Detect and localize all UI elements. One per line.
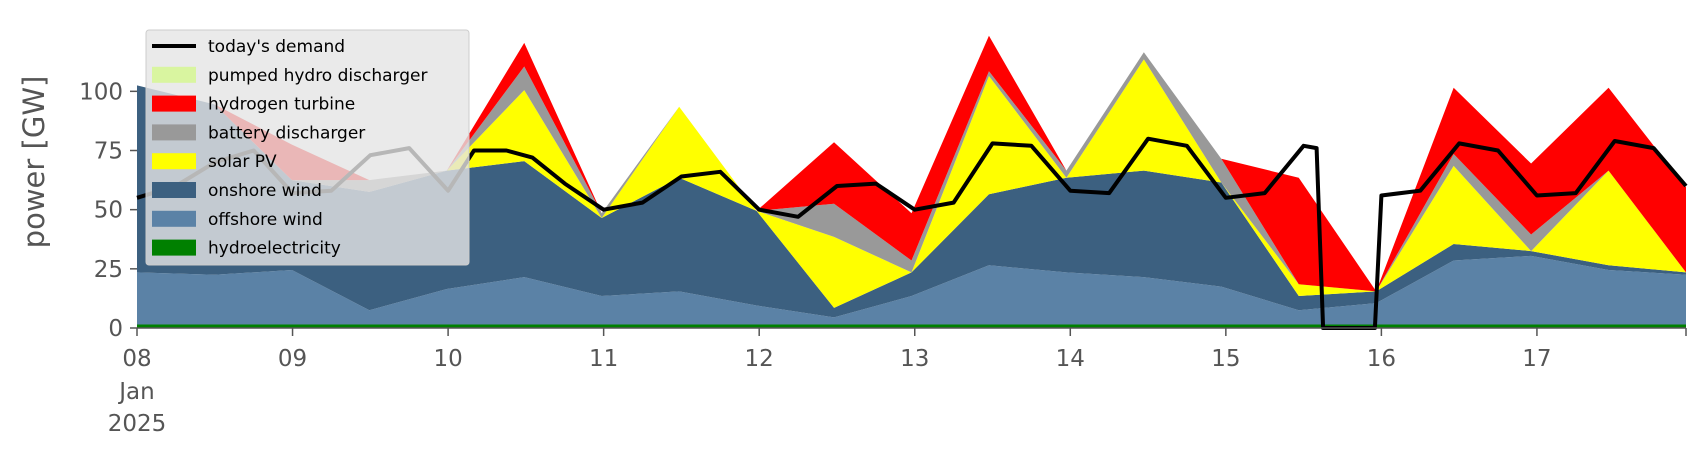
plot-area [137, 35, 1686, 328]
legend-label: hydroelectricity [208, 239, 341, 259]
x-tick-label: 08 [122, 346, 151, 372]
legend: today's demand pumped hydro discharger hyd… [145, 29, 470, 266]
legend-swatch [152, 95, 196, 112]
legend-swatch [152, 210, 196, 227]
area-offshore-wind [137, 255, 1686, 325]
x-tick-label: 15 [1211, 346, 1240, 372]
legend-label: pumped hydro discharger [208, 66, 427, 86]
x-tick-sublabel: Jan [117, 379, 154, 405]
y-tick-label: 0 [108, 316, 123, 342]
x-tick-label: 12 [745, 346, 774, 372]
x-tick-label: 09 [278, 346, 307, 372]
legend-label: hydrogen turbine [208, 95, 355, 115]
legend-label: today's demand [208, 37, 345, 57]
legend-swatch [152, 153, 196, 170]
area-onshore-wind [137, 85, 1686, 318]
legend-swatch [152, 66, 196, 83]
legend-swatch [152, 124, 196, 141]
x-tick-sublabel: 2025 [108, 411, 167, 437]
x-tick-label: 11 [589, 346, 618, 372]
area-hydroelectricity [137, 324, 1686, 328]
x-tick-label: 13 [900, 346, 929, 372]
axes: 0 25 50 75 100 08 Jan 2025 09 10 11 12 13 14 15 16 17 [79, 79, 1687, 437]
x-tick-label: 17 [1522, 346, 1551, 372]
legend-label: battery discharger [208, 123, 365, 143]
legend-box [145, 29, 470, 266]
area-hydrogen-turbine [137, 35, 1686, 292]
legend-label: offshore wind [208, 210, 323, 230]
y-tick-label: 75 [94, 139, 123, 165]
x-tick-label: 16 [1367, 346, 1396, 372]
y-tick-label: 25 [94, 257, 123, 283]
legend-label: onshore wind [208, 181, 322, 201]
legend-swatch [152, 182, 196, 198]
x-tick-label: 10 [433, 346, 462, 372]
x-tick-label: 14 [1056, 346, 1085, 372]
area-solar-pv [137, 59, 1686, 308]
y-tick-label: 50 [94, 198, 123, 224]
y-axis-label: power [GW] [17, 76, 51, 249]
y-tick-label: 100 [79, 79, 123, 105]
legend-label: solar PV [208, 152, 277, 172]
legend-swatch [152, 239, 196, 256]
